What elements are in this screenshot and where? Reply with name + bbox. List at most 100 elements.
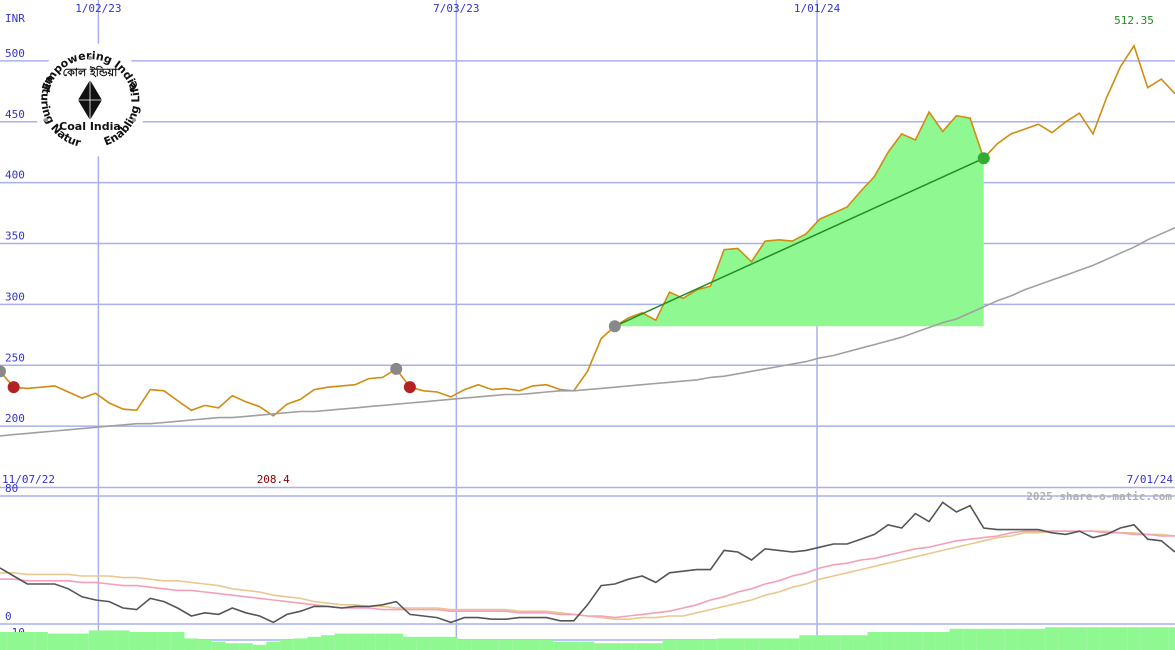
bar bbox=[840, 635, 854, 650]
bar bbox=[1168, 627, 1175, 650]
bar bbox=[1154, 627, 1169, 650]
bar bbox=[580, 641, 595, 650]
bar bbox=[430, 636, 445, 650]
bar bbox=[512, 640, 527, 650]
bar bbox=[457, 640, 472, 650]
bar bbox=[922, 632, 936, 650]
bar bbox=[375, 633, 390, 650]
bar bbox=[621, 643, 636, 650]
signal-marker bbox=[7, 381, 20, 394]
bar bbox=[0, 632, 7, 650]
bar bbox=[662, 640, 677, 650]
bar bbox=[744, 638, 759, 650]
bar bbox=[567, 641, 581, 650]
bar bbox=[1045, 627, 1059, 650]
bar bbox=[771, 638, 786, 650]
watermark: 2025 share-o-matic.com bbox=[1026, 490, 1172, 503]
series-line bbox=[0, 226, 1175, 437]
bar bbox=[976, 628, 991, 650]
bar bbox=[143, 632, 158, 650]
bar bbox=[211, 641, 226, 650]
bar bbox=[1086, 627, 1100, 650]
bar bbox=[389, 633, 404, 650]
y-tick-label: 300 bbox=[5, 290, 25, 303]
bar bbox=[990, 628, 1005, 650]
y-tick-label: 200 bbox=[5, 412, 25, 425]
bar bbox=[170, 632, 185, 650]
logo-native-text: কোল ইন্ডিয়া bbox=[63, 65, 119, 79]
signal-marker bbox=[977, 152, 990, 165]
y-tick-label: 0 bbox=[5, 610, 12, 623]
bar bbox=[75, 633, 89, 650]
bar bbox=[198, 640, 212, 650]
signal-marker bbox=[0, 365, 6, 378]
y-tick-label: 400 bbox=[5, 169, 25, 182]
x-tick-label: 7/03/23 bbox=[433, 2, 479, 15]
bar bbox=[321, 635, 335, 650]
y-tick-label: 80 bbox=[5, 482, 18, 495]
bar bbox=[403, 636, 417, 650]
bar bbox=[1058, 627, 1073, 650]
extreme-label: 208.4 bbox=[257, 473, 290, 486]
bar bbox=[471, 640, 486, 650]
bar bbox=[88, 630, 103, 650]
bar bbox=[935, 632, 950, 650]
bar bbox=[266, 641, 281, 650]
x-tick-label: 1/01/24 bbox=[794, 2, 841, 15]
logo-name: Coal India bbox=[59, 120, 121, 133]
logo-dot bbox=[132, 118, 136, 122]
bar bbox=[20, 632, 35, 650]
trend-area bbox=[614, 112, 984, 327]
bar bbox=[102, 630, 117, 650]
bar bbox=[676, 640, 690, 650]
bar bbox=[812, 635, 827, 650]
bar bbox=[416, 636, 431, 650]
bar bbox=[648, 643, 663, 650]
bar bbox=[1031, 628, 1046, 650]
bar bbox=[1017, 628, 1032, 650]
bar bbox=[853, 635, 868, 650]
x-tick-label: 7/01/24 bbox=[1127, 473, 1174, 486]
bar bbox=[607, 643, 622, 650]
bar bbox=[116, 630, 130, 650]
series-line bbox=[0, 501, 1175, 624]
bar bbox=[239, 643, 253, 650]
bar bbox=[334, 633, 349, 650]
bar bbox=[826, 635, 841, 650]
signal-marker bbox=[403, 381, 416, 394]
bar bbox=[280, 640, 294, 650]
bar bbox=[963, 628, 977, 650]
y-tick-label: 250 bbox=[5, 351, 25, 364]
series-line bbox=[0, 530, 1175, 619]
bar bbox=[949, 628, 964, 650]
bar bbox=[758, 638, 772, 650]
bar bbox=[1072, 627, 1087, 650]
bar bbox=[184, 638, 199, 650]
y-axis-label: INR bbox=[5, 12, 25, 25]
bar bbox=[6, 632, 21, 650]
bar bbox=[293, 638, 308, 650]
bar bbox=[1113, 627, 1128, 650]
bar bbox=[1140, 627, 1155, 650]
bar bbox=[348, 633, 363, 650]
bar bbox=[785, 638, 800, 650]
logo-diamond-lines bbox=[78, 80, 102, 120]
bar bbox=[717, 638, 731, 650]
bar bbox=[799, 635, 813, 650]
bar bbox=[730, 638, 745, 650]
bar bbox=[908, 632, 923, 650]
bar bbox=[47, 633, 62, 650]
bar bbox=[689, 640, 704, 650]
bar bbox=[157, 632, 171, 650]
extreme-label: 512.35 bbox=[1114, 14, 1154, 27]
trend-line bbox=[614, 157, 985, 327]
bar bbox=[594, 643, 608, 650]
bar bbox=[252, 644, 267, 650]
bar bbox=[61, 633, 76, 650]
x-tick-label: 11/07/22 bbox=[2, 473, 55, 486]
signal-marker bbox=[390, 362, 403, 375]
